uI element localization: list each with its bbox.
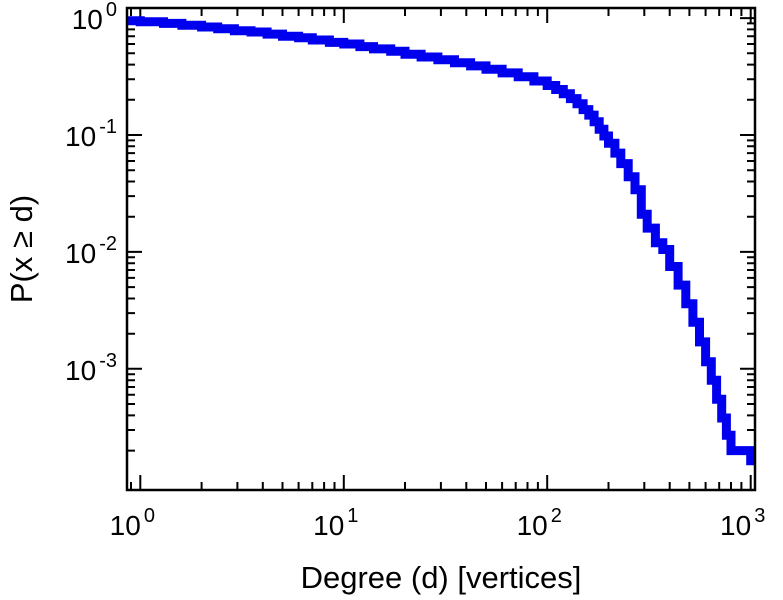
y-tick-label: 10 -2 [65, 233, 117, 269]
x-tick-label: 10 0 [110, 505, 155, 541]
ccdf-curve [128, 16, 755, 466]
y-axis-label: P(x ≥ d) [4, 195, 39, 303]
y-tick-label: 10 -1 [65, 116, 117, 152]
axis-ticks [127, 8, 755, 490]
y-tick-label: 10 0 [72, 0, 117, 35]
plot-frame [125, 6, 757, 492]
y-tick-label: 10 -3 [65, 350, 117, 386]
x-tick-label: 10 1 [313, 505, 358, 541]
x-axis-label: Degree (d) [vertices] [301, 560, 582, 595]
x-tick-label: 10 3 [720, 505, 765, 541]
x-tick-label: 10 2 [517, 505, 562, 541]
